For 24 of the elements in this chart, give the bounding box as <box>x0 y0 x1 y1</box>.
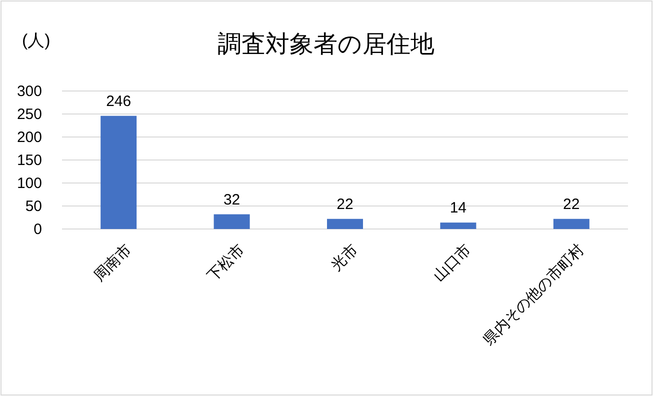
y-tick-label: 0 <box>34 221 42 238</box>
x-tick-label: 県内その他の市町村 <box>480 241 588 349</box>
bar <box>327 218 363 229</box>
y-tick-label: 200 <box>16 129 42 146</box>
data-label: 14 <box>450 200 467 217</box>
x-tick-label: 光市 <box>328 241 362 274</box>
data-label: 246 <box>106 92 132 110</box>
y-tick-label: 300 <box>16 83 42 100</box>
y-tick-label: 100 <box>16 175 42 192</box>
bar <box>440 222 476 229</box>
y-tick-label: 50 <box>25 198 42 215</box>
x-tick-label: 下松市 <box>204 241 248 286</box>
y-tick-label: 250 <box>16 106 42 123</box>
data-label: 22 <box>563 196 580 213</box>
data-label: 32 <box>223 191 240 208</box>
x-tick-label: 山口市 <box>430 241 474 286</box>
y-axis-title: (人) <box>22 31 50 50</box>
bar <box>214 214 250 229</box>
y-tick-label: 150 <box>16 152 42 169</box>
bar <box>100 116 137 229</box>
x-tick-label: 周南市 <box>90 241 135 286</box>
bar <box>553 218 590 229</box>
data-label: 22 <box>336 196 354 213</box>
chart-title: 調査対象者の居住地 <box>218 31 434 58</box>
